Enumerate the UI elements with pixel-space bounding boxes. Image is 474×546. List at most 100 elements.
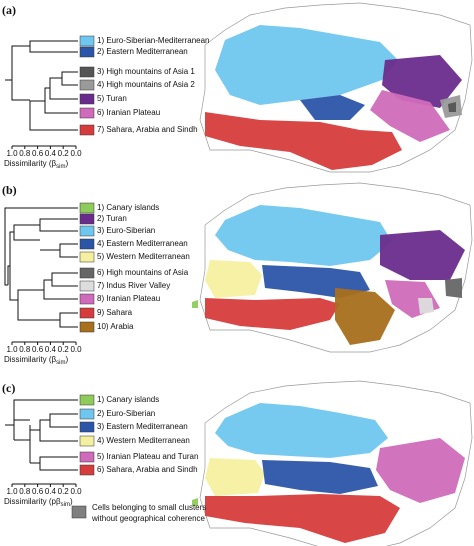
legend-swatch (79, 280, 95, 292)
dendrogram (5, 40, 78, 131)
axis-label-text: Dissimilarity (β (4, 159, 57, 168)
axis-label: Dissimilarity (pβsim) (4, 497, 73, 507)
legend-swatch (79, 421, 95, 433)
map-region (262, 460, 378, 494)
panel-label: (a) (2, 3, 16, 17)
axis-label-sub: sim (56, 164, 65, 170)
map-region (205, 458, 265, 496)
tick-label: 0.8 (19, 149, 31, 158)
legend-label: 8) Iranian Plateau (97, 294, 160, 303)
map-region (300, 95, 365, 120)
tick-label: 1.0 (6, 487, 18, 496)
legend-swatch (79, 435, 95, 447)
map-region (215, 403, 388, 458)
map-region (205, 298, 340, 330)
legend-label: 5) Western Mediterranean (97, 252, 190, 261)
legend-label: 2) Eastern Mediterranean (97, 47, 188, 56)
legend-swatch (79, 451, 95, 463)
legend-swatch (79, 35, 95, 47)
tick-label: 0.0 (70, 149, 82, 158)
axis-label-end: ) (66, 355, 69, 364)
legend-label: 7) Indus River Valley (97, 281, 170, 290)
legend-swatch (79, 46, 95, 58)
tick-label: 1.0 (6, 345, 18, 354)
tick-label: 0.6 (32, 149, 44, 158)
legend-swatch (79, 267, 95, 279)
tick-label: 0.2 (58, 345, 70, 354)
map-region (205, 494, 400, 543)
map-region (192, 300, 198, 308)
map-region (418, 298, 434, 314)
legend-swatch (79, 213, 95, 225)
map (199, 2, 473, 173)
legend-label: 5) Iranian Plateau and Turan (97, 452, 198, 461)
legend-label: 1) Euro-Siberian-Mediterranean (97, 36, 210, 45)
legend-label: 4) Eastern Mediterranean (97, 239, 188, 248)
legend-label: 9) Sahara (97, 308, 133, 317)
note-text: without geographical coherence (91, 514, 206, 523)
tick-label: 0.2 (58, 487, 70, 496)
tick-label: 0.8 (19, 487, 31, 496)
legend-swatch (79, 79, 95, 91)
map-region (380, 230, 465, 280)
legend-label: 6) High mountains of Asia (97, 268, 189, 277)
legend-swatch (79, 124, 95, 136)
map (192, 182, 473, 353)
legend-swatch (79, 225, 95, 237)
legend-swatch (79, 293, 95, 305)
legend-label: 1) Canary islands (97, 203, 159, 212)
axis-label-text: Dissimilarity (pβ (4, 497, 61, 506)
legend-label: 6) Sahara, Arabia and Sindh (97, 465, 198, 474)
note-text: Cells belonging to small clusters (92, 503, 206, 512)
axis-label-end: ) (66, 159, 69, 168)
tick-label: 0.4 (45, 345, 57, 354)
note-swatch (71, 505, 87, 519)
map-region (445, 278, 462, 298)
tick-label: 0.6 (32, 487, 44, 496)
map-region (335, 288, 395, 345)
axis-label-sub: sim (61, 502, 70, 508)
map-region (382, 55, 462, 108)
tick-label: 0.0 (70, 345, 82, 354)
map-region (376, 438, 465, 503)
legend-swatch (79, 93, 95, 105)
map-region (448, 102, 456, 112)
tick-label: 0.4 (45, 149, 57, 158)
map-region (215, 205, 392, 266)
tick-label: 0.0 (70, 487, 82, 496)
legend-label: 10) Arabia (97, 322, 134, 331)
dendrogram (5, 399, 78, 471)
legend-swatch (79, 464, 95, 476)
panel-label: (b) (2, 183, 17, 197)
legend-label: 4) High mountains of Asia 2 (97, 80, 195, 89)
legend-label: 2) Turan (97, 214, 127, 223)
legend-label: 1) Canary islands (97, 395, 159, 404)
axis-label-text: Dissimilarity (β (4, 355, 57, 364)
tick-label: 1.0 (6, 149, 18, 158)
legend-label: 6) Iranian Plateau (97, 108, 160, 117)
axis-label: Dissimilarity (βsim) (4, 159, 69, 169)
legend-swatch (79, 321, 95, 333)
legend-label: 3) Euro-Siberian (97, 226, 155, 235)
map-region (370, 90, 450, 142)
legend-label: 7) Sahara, Arabia and Sindh (97, 125, 198, 134)
axis-label-sub: sim (56, 360, 65, 366)
map-region (205, 260, 262, 298)
legend-swatch (79, 251, 95, 263)
legend-label: 2) Euro-Siberian (97, 409, 155, 418)
dendrogram (4, 207, 78, 328)
panel-label: (c) (2, 381, 15, 395)
legend-swatch (79, 202, 95, 214)
legend-swatch (79, 408, 95, 420)
legend-swatch (79, 394, 95, 406)
tick-label: 0.2 (58, 149, 70, 158)
legend-label: 3) High mountains of Asia 1 (97, 67, 195, 76)
map-region (205, 112, 402, 170)
legend-label: 5) Turan (97, 94, 127, 103)
legend-label: 3) Eastern Mediterranean (97, 422, 188, 431)
legend-swatch (79, 307, 95, 319)
map-region (215, 25, 398, 105)
axis-label: Dissimilarity (βsim) (4, 355, 69, 365)
legend-swatch (79, 238, 95, 250)
